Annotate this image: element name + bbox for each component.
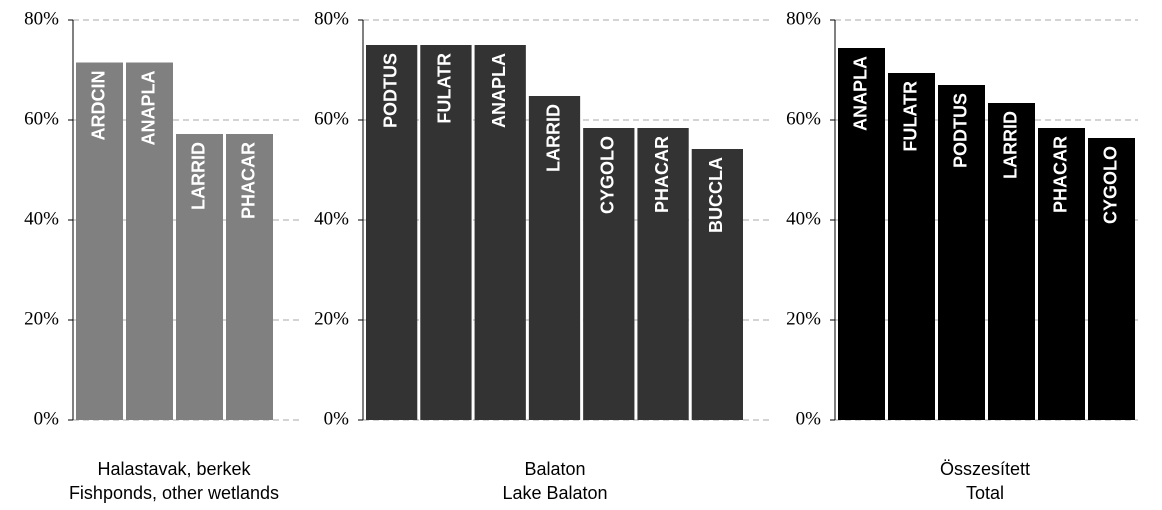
y-tick-label: 40%: [314, 208, 349, 229]
bar-label: LARRID: [1000, 111, 1020, 179]
y-tick-label: 60%: [786, 108, 821, 129]
y-tick-label: 20%: [24, 308, 59, 329]
bar: [176, 134, 223, 420]
bar-label: PODTUS: [950, 93, 970, 168]
bar: [691, 149, 743, 420]
bar-label: PODTUS: [380, 53, 400, 128]
y-tick-label: 80%: [24, 8, 59, 29]
bar-label: PHACAR: [238, 142, 258, 219]
y-tick-label: 20%: [314, 308, 349, 329]
bar-label: FULATR: [435, 53, 455, 124]
bar-label: LARRID: [543, 104, 563, 172]
bar-label: ANAPLA: [138, 71, 158, 146]
chart-title: Halastavak, berkek: [97, 459, 251, 479]
bar-label: CYGOLO: [1100, 146, 1120, 224]
y-tick-label: 80%: [314, 8, 349, 29]
chart-subtitle: Total: [966, 483, 1004, 503]
bar-label: PHACAR: [1050, 136, 1070, 213]
y-tick-label: 20%: [786, 308, 821, 329]
bar: [474, 45, 526, 420]
bar-label: FULATR: [900, 81, 920, 152]
y-tick-label: 0%: [34, 408, 60, 429]
bar: [938, 85, 985, 420]
y-tick-label: 40%: [786, 208, 821, 229]
chart-title: Összesített: [940, 459, 1030, 479]
bar-label: ANAPLA: [850, 56, 870, 131]
y-tick-label: 0%: [324, 408, 350, 429]
bar: [838, 48, 885, 420]
bar: [988, 103, 1035, 420]
bar: [1038, 128, 1085, 420]
bar: [76, 62, 123, 420]
y-tick-label: 80%: [786, 8, 821, 29]
bar-label: CYGOLO: [598, 136, 618, 214]
bar: [226, 134, 273, 420]
bar-label: PHACAR: [652, 136, 672, 213]
chart-subtitle: Lake Balaton: [502, 483, 607, 503]
chart-subtitle: Fishponds, other wetlands: [69, 483, 279, 503]
bar-label: ANAPLA: [489, 53, 509, 128]
chart-title: Balaton: [524, 459, 585, 479]
bar: [1088, 138, 1135, 420]
y-tick-label: 0%: [796, 408, 822, 429]
y-tick-label: 60%: [314, 108, 349, 129]
bar-label: BUCCLA: [706, 157, 726, 233]
bar: [888, 73, 935, 420]
bar-label: ARDCIN: [88, 71, 108, 141]
bar: [366, 45, 418, 420]
bar: [528, 96, 581, 420]
y-tick-label: 40%: [24, 208, 59, 229]
bar: [637, 128, 689, 420]
bar: [420, 45, 472, 420]
y-tick-label: 60%: [24, 108, 59, 129]
bar: [583, 128, 635, 420]
bar: [126, 62, 173, 420]
bar-label: LARRID: [188, 142, 208, 210]
